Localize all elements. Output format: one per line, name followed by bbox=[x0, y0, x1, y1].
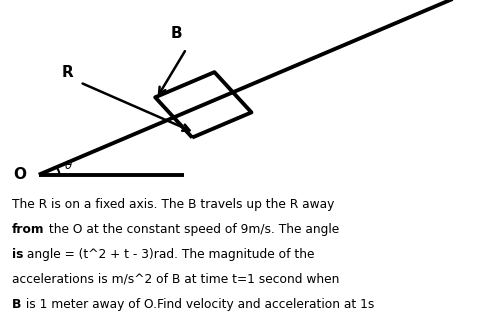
Text: is: is bbox=[12, 248, 23, 261]
Text: is 1 meter away of O.Find velocity and acceleration at 1s: is 1 meter away of O.Find velocity and a… bbox=[21, 298, 373, 311]
Text: R: R bbox=[62, 65, 74, 80]
Text: from: from bbox=[12, 223, 45, 236]
Text: B: B bbox=[170, 26, 182, 41]
Text: accelerations is m/s^2 of B at time t=1 second when: accelerations is m/s^2 of B at time t=1 … bbox=[12, 273, 339, 286]
Text: angle = (t^2 + t - 3)rad. The magnitude of the: angle = (t^2 + t - 3)rad. The magnitude … bbox=[23, 248, 314, 261]
Text: θ: θ bbox=[65, 159, 72, 172]
Text: B: B bbox=[12, 298, 21, 311]
Text: O: O bbox=[14, 167, 27, 182]
Text: The R is on a fixed axis. The B travels up the R away: The R is on a fixed axis. The B travels … bbox=[12, 198, 334, 211]
Text: the O at the constant speed of 9m/s. The angle: the O at the constant speed of 9m/s. The… bbox=[45, 223, 338, 236]
